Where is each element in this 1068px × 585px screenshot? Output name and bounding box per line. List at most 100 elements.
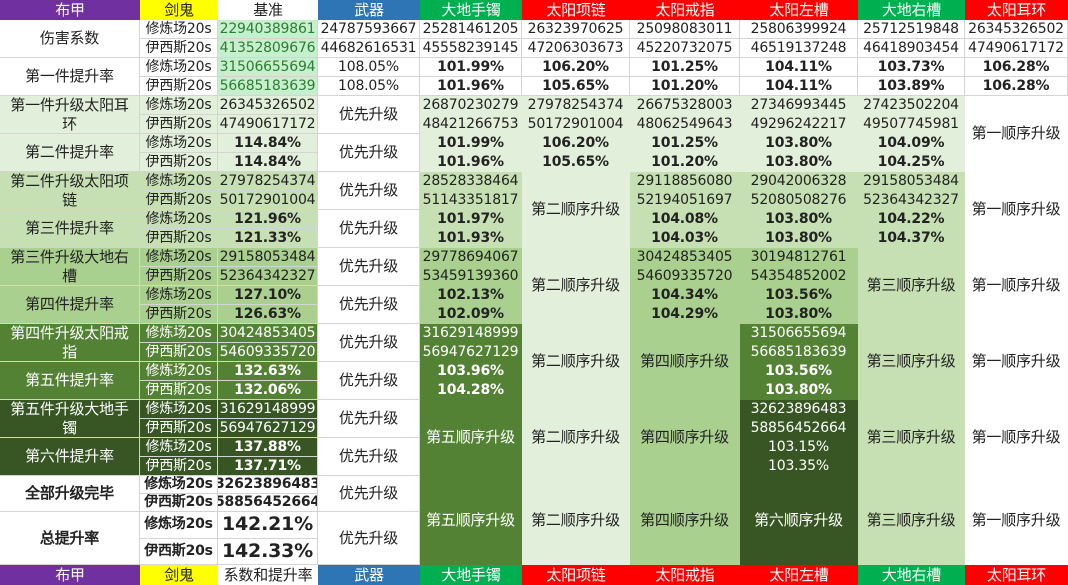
necklace-value[interactable]: 50172901004 <box>522 115 630 134</box>
weapon-priority[interactable]: 优先升级 <box>318 324 420 362</box>
base-value[interactable]: 41352809676 <box>218 39 318 58</box>
ring-value[interactable]: 54609335720 <box>630 267 740 286</box>
left-slot-value[interactable]: 29042006328 <box>740 172 858 191</box>
column-footer[interactable]: 布甲 <box>0 565 140 585</box>
upgrade-order-label[interactable]: 第一顺序升级 <box>965 96 1068 172</box>
upgrade-order-label[interactable]: 第一顺序升级 <box>965 324 1068 400</box>
base-value[interactable]: 31629148999 <box>218 400 318 419</box>
ring-value[interactable]: 104.29% <box>630 305 740 324</box>
base-value[interactable]: 137.71% <box>218 457 318 476</box>
column-header[interactable]: 大地手镯 <box>420 0 522 20</box>
weapon-priority[interactable]: 优先升级 <box>318 96 420 134</box>
base-value[interactable]: 127.10% <box>218 286 318 305</box>
upgrade-label[interactable]: 第三件升级大地右槽 <box>0 248 140 286</box>
server-label[interactable]: 伊西斯20s <box>140 115 218 134</box>
server-label[interactable]: 伊西斯20s <box>140 419 218 438</box>
bracelet-value[interactable]: 101.97% <box>420 210 522 229</box>
base-value[interactable]: 50172901004 <box>218 191 318 210</box>
server-label[interactable]: 伊西斯20s <box>140 538 218 565</box>
bracelet-value[interactable]: 101.96% <box>420 77 522 96</box>
right-slot-value[interactable]: 104.22% <box>858 210 965 229</box>
base-value[interactable]: 27978254374 <box>218 172 318 191</box>
earring-value[interactable]: 47490617172 <box>965 39 1068 58</box>
server-label[interactable]: 修炼场20s <box>140 248 218 267</box>
necklace-value[interactable]: 26323970625 <box>522 20 630 39</box>
upgrade-order-label[interactable]: 第五顺序升级 <box>420 476 522 565</box>
right-slot-value[interactable]: 25712519848 <box>858 20 965 39</box>
weapon-value[interactable]: 108.05% <box>318 58 420 77</box>
right-slot-value[interactable]: 103.89% <box>858 77 965 96</box>
left-slot-value[interactable]: 103.35% <box>740 457 858 476</box>
weapon-priority[interactable]: 优先升级 <box>318 134 420 172</box>
ring-value[interactable]: 104.34% <box>630 286 740 305</box>
server-label[interactable]: 伊西斯20s <box>140 381 218 400</box>
base-value[interactable]: 126.63% <box>218 305 318 324</box>
bracelet-value[interactable]: 102.13% <box>420 286 522 305</box>
weapon-value[interactable]: 24787593667 <box>318 20 420 39</box>
necklace-value[interactable]: 47206303673 <box>522 39 630 58</box>
column-footer[interactable]: 太阳耳环 <box>965 565 1068 585</box>
bracelet-value[interactable]: 101.99% <box>420 134 522 153</box>
necklace-value[interactable]: 27978254374 <box>522 96 630 115</box>
weapon-priority[interactable]: 优先升级 <box>318 248 420 286</box>
bracelet-value[interactable]: 48421266753 <box>420 115 522 134</box>
server-label[interactable]: 伊西斯20s <box>140 39 218 58</box>
rate-label[interactable]: 第三件提升率 <box>0 210 140 248</box>
base-value[interactable]: 137.88% <box>218 438 318 457</box>
server-label[interactable]: 伊西斯20s <box>140 343 218 362</box>
left-slot-value[interactable]: 46519137248 <box>740 39 858 58</box>
column-footer[interactable]: 太阳左槽 <box>740 565 858 585</box>
left-slot-value[interactable]: 27346993445 <box>740 96 858 115</box>
left-slot-value[interactable]: 30194812761 <box>740 248 858 267</box>
column-footer[interactable]: 剑鬼 <box>140 565 218 585</box>
left-slot-value[interactable]: 25806399924 <box>740 20 858 39</box>
server-label[interactable]: 伊西斯20s <box>140 191 218 210</box>
upgrade-order-label[interactable]: 第一顺序升级 <box>965 172 1068 248</box>
server-label[interactable]: 伊西斯20s <box>140 457 218 476</box>
left-slot-value[interactable]: 49296242217 <box>740 115 858 134</box>
weapon-priority[interactable]: 优先升级 <box>318 438 420 476</box>
bracelet-value[interactable]: 25281461205 <box>420 20 522 39</box>
upgrade-order-label[interactable]: 第四顺序升级 <box>630 324 740 400</box>
right-slot-value[interactable]: 49507745981 <box>858 115 965 134</box>
upgrade-order-label[interactable]: 第一顺序升级 <box>965 400 1068 476</box>
base-value[interactable]: 22940389861 <box>218 20 318 39</box>
ring-value[interactable]: 30424853405 <box>630 248 740 267</box>
server-label[interactable]: 伊西斯20s <box>140 267 218 286</box>
server-label[interactable]: 修炼场20s <box>140 362 218 381</box>
weapon-priority[interactable]: 优先升级 <box>318 210 420 248</box>
column-footer[interactable]: 太阳戒指 <box>630 565 740 585</box>
bracelet-value[interactable]: 26870230279 <box>420 96 522 115</box>
base-value[interactable]: 56947627129 <box>218 419 318 438</box>
base-value[interactable]: 114.84% <box>218 153 318 172</box>
upgrade-order-label[interactable]: 第一顺序升级 <box>965 248 1068 324</box>
ring-value[interactable]: 101.25% <box>630 134 740 153</box>
row-label[interactable]: 第一件提升率 <box>0 58 140 96</box>
weapon-priority[interactable]: 优先升级 <box>318 476 420 512</box>
ring-value[interactable]: 52194051697 <box>630 191 740 210</box>
left-slot-value[interactable]: 54354852002 <box>740 267 858 286</box>
rate-label[interactable]: 第六件提升率 <box>0 438 140 476</box>
weapon-priority[interactable]: 优先升级 <box>318 512 420 565</box>
right-slot-value[interactable]: 52364342327 <box>858 191 965 210</box>
upgrade-order-label[interactable]: 第五顺序升级 <box>420 400 522 476</box>
upgrade-order-label[interactable]: 第二顺序升级 <box>522 324 630 400</box>
ring-value[interactable]: 101.20% <box>630 77 740 96</box>
server-label[interactable]: 修炼场20s <box>140 58 218 77</box>
weapon-value[interactable]: 44682616531 <box>318 39 420 58</box>
server-label[interactable]: 修炼场20s <box>140 172 218 191</box>
base-value[interactable]: 26345326502 <box>218 96 318 115</box>
bracelet-value[interactable]: 28528338464 <box>420 172 522 191</box>
bracelet-value[interactable]: 53459139360 <box>420 267 522 286</box>
total-rate[interactable]: 142.33% <box>218 538 318 565</box>
left-slot-value[interactable]: 103.80% <box>740 134 858 153</box>
ring-value[interactable]: 104.03% <box>630 229 740 248</box>
left-slot-value[interactable]: 103.56% <box>740 362 858 381</box>
column-footer[interactable]: 大地手镯 <box>420 565 522 585</box>
column-header[interactable]: 太阳耳环 <box>965 0 1068 20</box>
upgrade-order-label[interactable]: 第二顺序升级 <box>522 476 630 565</box>
ring-value[interactable]: 101.25% <box>630 58 740 77</box>
right-slot-value[interactable]: 104.09% <box>858 134 965 153</box>
server-label[interactable]: 修炼场20s <box>140 286 218 305</box>
bracelet-value[interactable]: 102.09% <box>420 305 522 324</box>
